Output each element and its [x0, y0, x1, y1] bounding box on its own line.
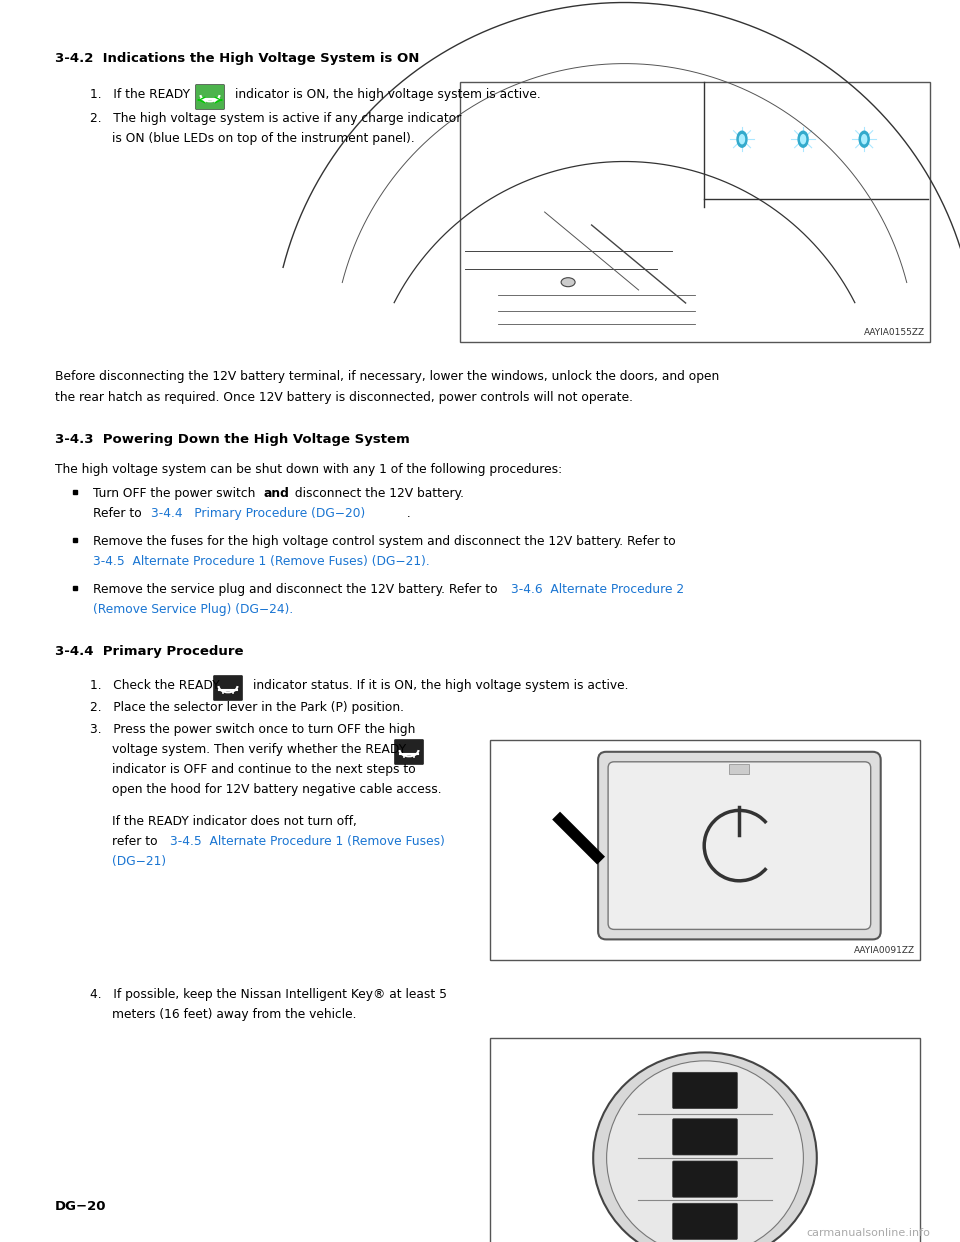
Ellipse shape [798, 132, 808, 148]
Text: 3-4.4   Primary Procedure (DG−20): 3-4.4 Primary Procedure (DG−20) [151, 507, 365, 520]
Bar [730, 764, 750, 774]
Ellipse shape [859, 132, 869, 148]
Ellipse shape [739, 134, 745, 144]
Text: AAYIA0155ZZ: AAYIA0155ZZ [864, 328, 925, 337]
FancyBboxPatch shape [673, 1161, 737, 1197]
Ellipse shape [607, 1061, 804, 1242]
Ellipse shape [801, 134, 805, 144]
Ellipse shape [862, 134, 867, 144]
Text: the rear hatch as required. Once 12V battery is disconnected, power controls wil: the rear hatch as required. Once 12V bat… [55, 391, 633, 404]
Text: 2.   The high voltage system is active if any charge indicator: 2. The high voltage system is active if … [90, 112, 462, 125]
FancyBboxPatch shape [395, 739, 423, 765]
Text: The high voltage system can be shut down with any 1 of the following procedures:: The high voltage system can be shut down… [55, 463, 563, 476]
Text: Before disconnecting the 12V battery terminal, if necessary, lower the windows, : Before disconnecting the 12V battery ter… [55, 370, 719, 383]
Text: HOLD: HOLD [698, 1176, 712, 1181]
Text: Remove the service plug and disconnect the 12V battery. Refer to: Remove the service plug and disconnect t… [93, 582, 501, 596]
Bar [490, 740, 920, 960]
Text: meters (16 feet) away from the vehicle.: meters (16 feet) away from the vehicle. [112, 1009, 356, 1021]
Text: 3-4.6  Alternate Procedure 2: 3-4.6 Alternate Procedure 2 [511, 582, 684, 596]
Text: Refer to: Refer to [93, 507, 146, 520]
FancyBboxPatch shape [673, 1072, 737, 1109]
Ellipse shape [593, 1052, 817, 1242]
FancyBboxPatch shape [608, 761, 871, 929]
Text: 3-4.5  Alternate Procedure 1 (Remove Fuses) (DG−21).: 3-4.5 Alternate Procedure 1 (Remove Fuse… [93, 555, 430, 568]
Text: open the hood for 12V battery negative cable access.: open the hood for 12V battery negative c… [112, 782, 442, 796]
Text: 3.   Press the power switch once to turn OFF the high: 3. Press the power switch once to turn O… [90, 723, 416, 737]
Text: 1.   Check the READY: 1. Check the READY [90, 679, 220, 692]
Text: (Remove Service Plug) (DG−24).: (Remove Service Plug) (DG−24). [93, 604, 293, 616]
Text: Remove the fuses for the high voltage control system and disconnect the 12V batt: Remove the fuses for the high voltage co… [93, 535, 676, 548]
Text: 3-4.3  Powering Down the High Voltage System: 3-4.3 Powering Down the High Voltage Sys… [55, 433, 410, 446]
Text: indicator status. If it is ON, the high voltage system is active.: indicator status. If it is ON, the high … [253, 679, 629, 692]
Text: disconnect the 12V battery.: disconnect the 12V battery. [291, 487, 464, 501]
Text: refer to: refer to [112, 835, 161, 848]
FancyBboxPatch shape [196, 84, 225, 109]
Text: (DG−21): (DG−21) [112, 854, 166, 868]
FancyBboxPatch shape [598, 751, 880, 939]
Text: indicator is OFF and continue to the next steps to: indicator is OFF and continue to the nex… [112, 763, 416, 776]
Text: 1.   If the READY: 1. If the READY [90, 88, 190, 101]
FancyBboxPatch shape [673, 1119, 737, 1155]
FancyBboxPatch shape [673, 1203, 737, 1240]
Text: AAYIA0091ZZ: AAYIA0091ZZ [853, 946, 915, 955]
Text: 3-4.4  Primary Procedure: 3-4.4 Primary Procedure [55, 645, 244, 658]
Text: 4.   If possible, keep the Nissan Intelligent Key® at least 5: 4. If possible, keep the Nissan Intellig… [90, 987, 447, 1001]
Text: 3-4.2  Indications the High Voltage System is ON: 3-4.2 Indications the High Voltage Syste… [55, 52, 420, 65]
Text: DG−20: DG−20 [55, 1200, 107, 1213]
Text: Turn OFF the power switch: Turn OFF the power switch [93, 487, 259, 501]
Text: is ON (blue LEDs on top of the instrument panel).: is ON (blue LEDs on top of the instrumen… [112, 132, 415, 145]
Text: .: . [403, 507, 411, 520]
Text: If the READY indicator does not turn off,: If the READY indicator does not turn off… [112, 815, 357, 828]
Bar [460, 82, 930, 342]
Text: 2.   Place the selector lever in the Park (P) position.: 2. Place the selector lever in the Park … [90, 700, 404, 714]
Text: and: and [264, 487, 290, 501]
FancyBboxPatch shape [213, 676, 243, 700]
Text: 3-4.5  Alternate Procedure 1 (Remove Fuses): 3-4.5 Alternate Procedure 1 (Remove Fuse… [170, 835, 444, 848]
Text: indicator is ON, the high voltage system is active.: indicator is ON, the high voltage system… [235, 88, 540, 101]
Ellipse shape [737, 132, 747, 148]
Text: carmanualsonline.info: carmanualsonline.info [806, 1228, 930, 1238]
Text: voltage system. Then verify whether the READY: voltage system. Then verify whether the … [112, 743, 406, 756]
Bar [490, 1038, 920, 1242]
Ellipse shape [561, 278, 575, 287]
